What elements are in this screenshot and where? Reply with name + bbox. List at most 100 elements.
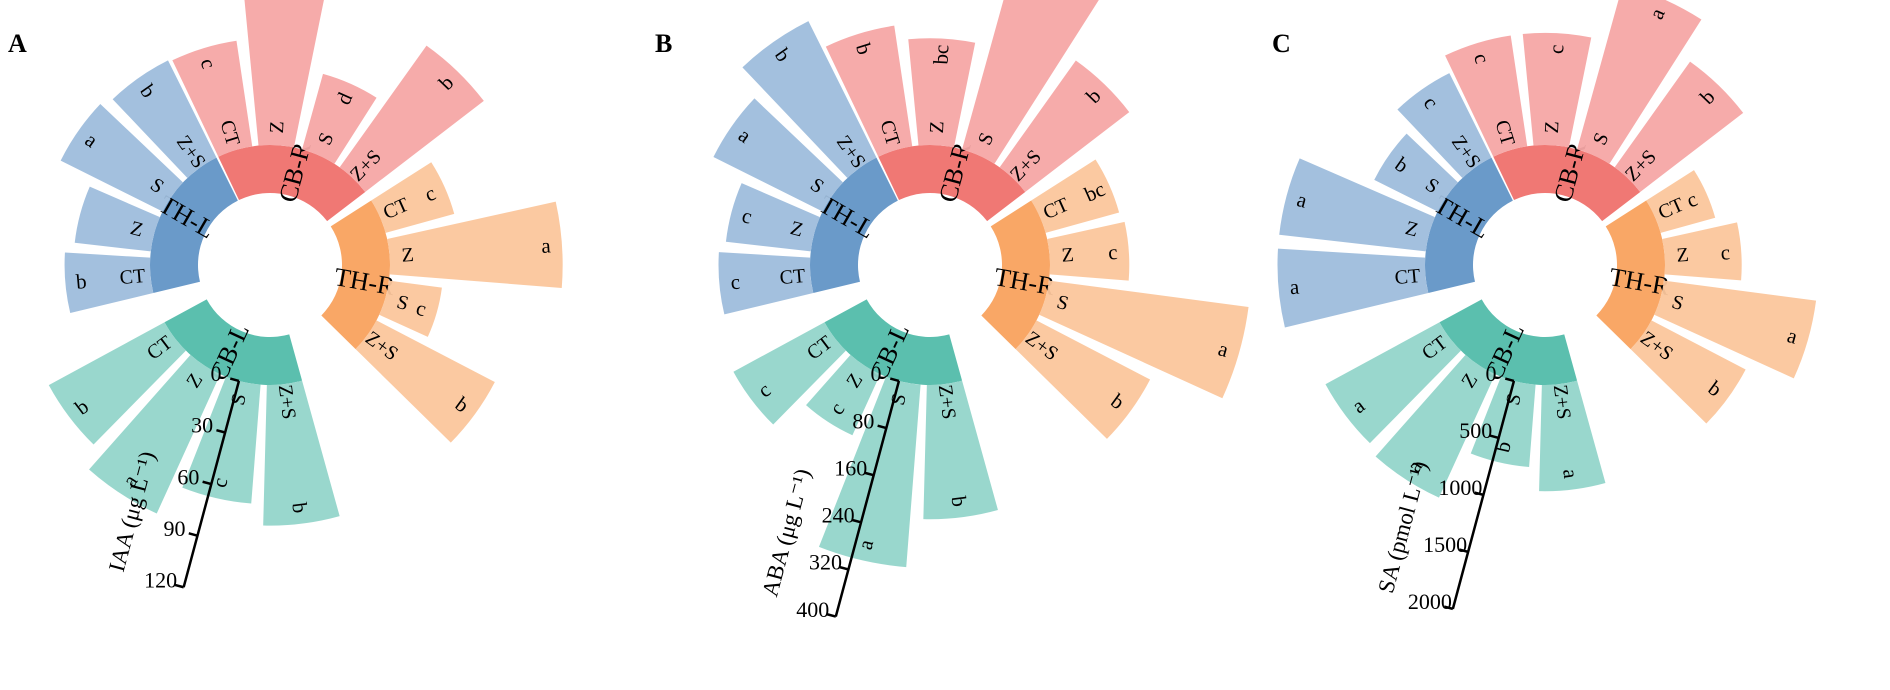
axis-tick-C-4 [1443, 605, 1454, 611]
treatment-label-TH-R-Z: Z [1676, 244, 1690, 267]
letter-TH-L-CT: a [1289, 275, 1301, 300]
bar-TH-R-S [1654, 280, 1817, 379]
bar-TH-R-Z [387, 201, 563, 288]
bar-TH-L-S [713, 98, 843, 212]
bar-TH-R-CT [1031, 159, 1120, 233]
group-band-CB-R [1493, 145, 1641, 222]
treatment-label-CB-L-Z+S: Z+S [274, 383, 300, 420]
bar-CB-L-Z+S [923, 380, 998, 520]
axis-tick-B-1 [877, 424, 887, 430]
axis-tick-label-C-2: 1000 [1438, 475, 1482, 500]
letter-CB-R-Z: bc [929, 44, 954, 65]
letter-TH-R-Z: c [1107, 240, 1118, 265]
treatment-label-TH-L-CT: CT [119, 265, 146, 289]
letter-TH-L-CT: c [730, 270, 741, 295]
treatment-label-TH-L-Z: Z [788, 217, 805, 241]
axis-tick-label-B-5: 400 [796, 597, 829, 622]
bar-CB-R-S [1577, 0, 1702, 164]
axis-tick-label-B-3: 240 [822, 503, 855, 528]
bar-TH-L-S [1374, 133, 1458, 212]
bar-CB-R-S [302, 73, 377, 164]
axis-tick-label-A-0: 0 [210, 361, 221, 386]
bar-TH-R-S [379, 280, 442, 337]
panel-A: ATH-LCTbZSaZ+SbCB-RCTcZaSdZ+SbTH-RCTcZaS… [8, 0, 563, 592]
bar-TH-L-Z+S [1397, 73, 1492, 178]
bar-TH-L-Z+S [112, 60, 217, 178]
bar-TH-L-CT [1277, 248, 1429, 328]
treatment-label-TH-L-Z: Z [128, 217, 145, 241]
bar-CB-R-Z [908, 38, 976, 148]
bar-CB-R-CT [825, 25, 913, 157]
bar-CB-L-Z+S [1539, 380, 1606, 492]
bar-CB-R-CT [172, 40, 253, 157]
group-band-TH-L [810, 157, 898, 294]
group-band-CB-L [164, 299, 303, 385]
bar-CB-L-Z [1375, 354, 1496, 498]
axis-tick-C-0 [1504, 377, 1515, 383]
axis-tick-label-C-1: 500 [1459, 418, 1492, 443]
bar-TH-R-Z+S [1015, 320, 1151, 439]
treatment-label-TH-R-Z: Z [1061, 244, 1075, 267]
bar-CB-L-CT [1325, 322, 1461, 444]
bar-TH-L-Z [725, 183, 820, 252]
axis-tick-label-A-4: 120 [144, 567, 177, 592]
bar-CB-R-Z+S [339, 45, 484, 192]
axis-tick-B-3 [852, 518, 862, 524]
letter-CB-L-Z+S: a [1558, 468, 1583, 481]
bar-CB-R-Z [244, 0, 324, 148]
letter-CB-R-Z: c [1544, 44, 1568, 55]
axis-tick-label-C-4: 2000 [1408, 589, 1452, 614]
letter-CB-L-Z+S: b [946, 495, 971, 508]
bar-TH-R-S [1039, 280, 1249, 399]
axis-tick-A-1 [216, 428, 226, 434]
axis-tick-A-4 [174, 583, 184, 589]
panel-B: BTH-LCTcZcSaZ+SbCB-RCTbZbcSaZ+SbTH-RCTbc… [655, 0, 1249, 622]
axis-tick-label-B-0: 0 [870, 361, 881, 386]
group-band-CB-R [218, 145, 366, 222]
group-band-TH-L [1424, 157, 1513, 294]
axis-tick-B-4 [839, 565, 849, 571]
bar-TH-R-Z [1662, 222, 1742, 281]
treatment-label-TH-L-Z: Z [1403, 217, 1420, 241]
treatment-label-TH-L-CT: CT [779, 265, 806, 289]
bar-TH-L-Z [74, 186, 160, 252]
axis-tick-B-2 [864, 471, 875, 477]
axis-tick-A-0 [229, 377, 240, 383]
axis-tick-label-B-2: 160 [834, 455, 867, 480]
letter-TH-L-CT: b [75, 269, 88, 294]
treatment-label-CB-R-Z: Z [266, 121, 289, 134]
axis-tick-C-3 [1459, 548, 1469, 554]
panel-A-letter: A [8, 29, 27, 58]
axis-title-C: SA (pmol L⁻¹) [1373, 458, 1432, 595]
axis-tick-label-C-3: 1500 [1423, 532, 1467, 557]
treatment-label-CB-L-Z+S: Z+S [1549, 383, 1575, 420]
axis-tick-label-B-4: 320 [809, 550, 842, 575]
bar-TH-L-CT [64, 252, 154, 313]
bar-CB-L-S [818, 376, 921, 568]
group-band-TH-R [321, 200, 390, 350]
panel-C-letter: C [1272, 29, 1291, 58]
bar-CB-L-Z [806, 354, 881, 436]
axis-tick-B-0 [889, 377, 900, 383]
bar-CB-R-Z+S [1614, 61, 1744, 192]
group-band-TH-R [1596, 200, 1665, 350]
group-band-TH-L [150, 157, 238, 294]
bar-CB-R-Z [1522, 32, 1592, 148]
axis-tick-C-2 [1474, 491, 1484, 497]
treatment-label-TH-L-CT: CT [1394, 265, 1421, 289]
bar-TH-R-CT [1646, 170, 1716, 233]
axis-tick-A-3 [188, 532, 198, 537]
bar-CB-R-Z+S [999, 60, 1130, 192]
bar-TH-R-Z [1047, 221, 1130, 281]
bar-TH-R-Z+S [1630, 320, 1746, 424]
axis-tick-A-2 [202, 480, 212, 486]
bar-TH-L-Z+S [742, 21, 877, 178]
bar-CB-R-S [962, 0, 1099, 164]
treatment-label-CB-R-Z: Z [926, 121, 949, 134]
axis-tick-label-C-0: 0 [1485, 361, 1496, 386]
group-band-CB-L [824, 299, 963, 385]
axis-tick-label-A-1: 30 [191, 413, 213, 438]
